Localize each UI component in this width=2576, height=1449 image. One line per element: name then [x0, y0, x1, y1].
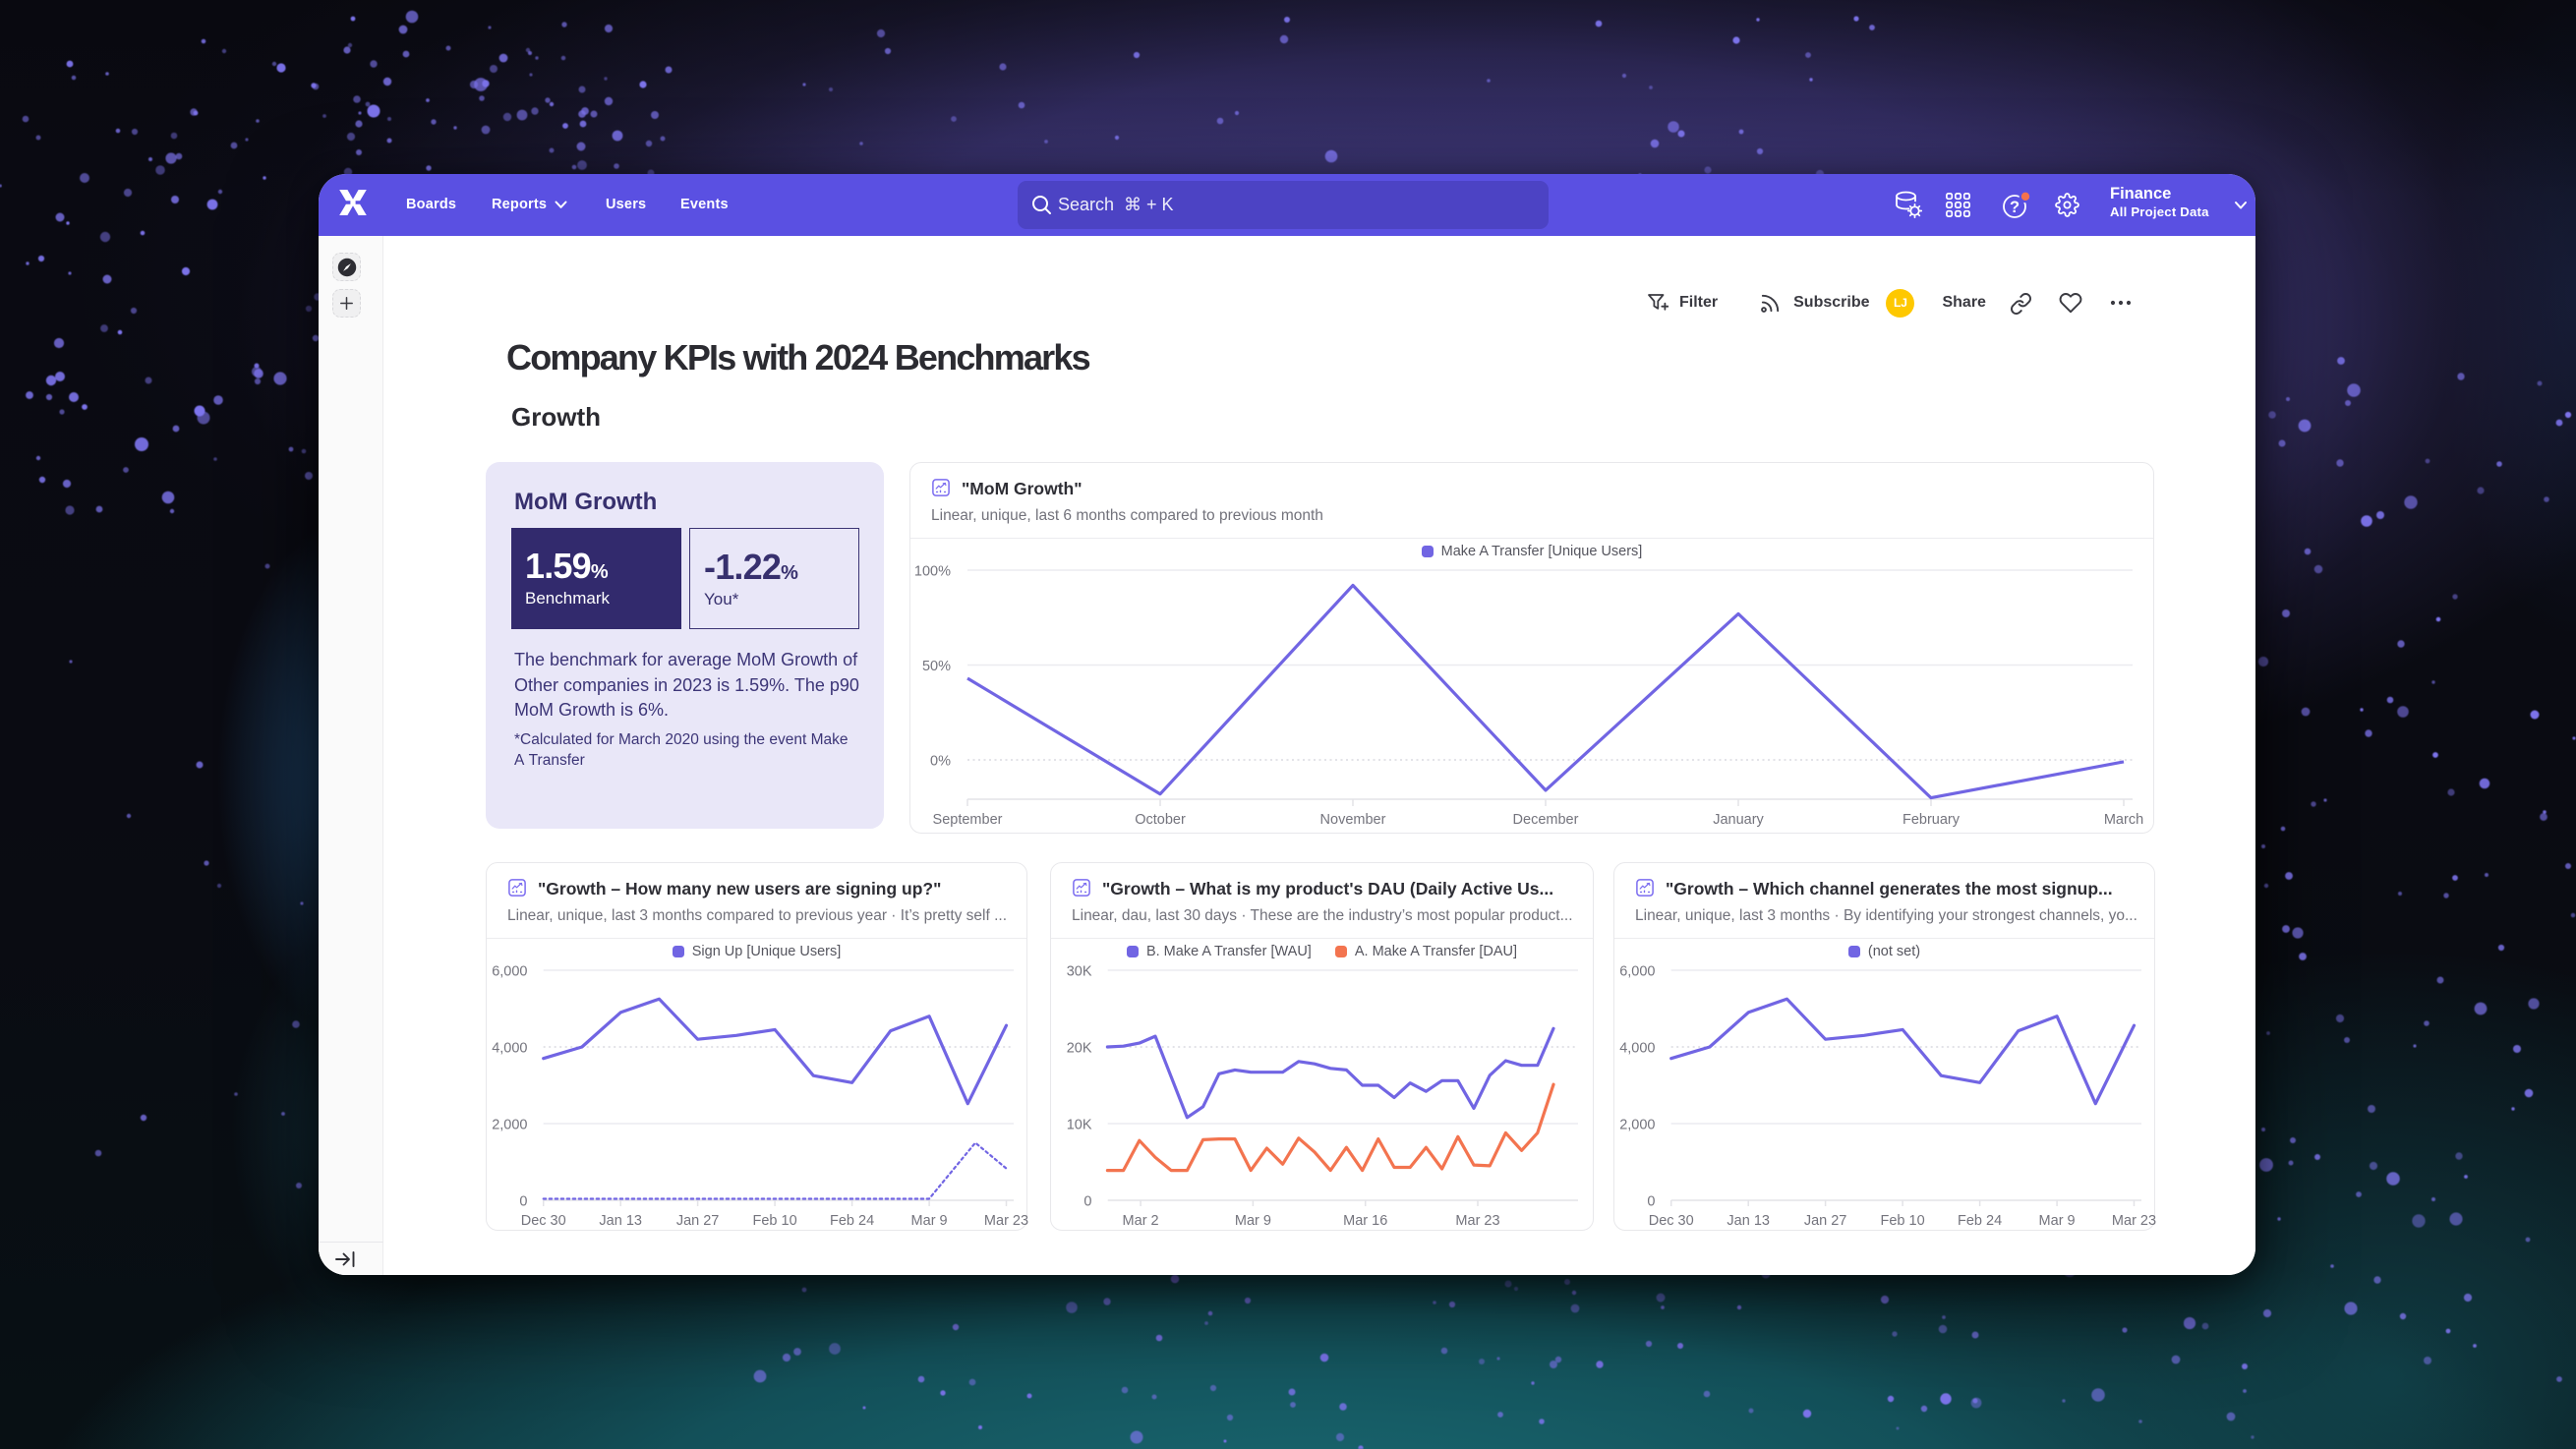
svg-text:2,000: 2,000	[492, 1118, 527, 1133]
svg-text:January: January	[1713, 812, 1764, 828]
svg-text:20K: 20K	[1067, 1041, 1092, 1057]
svg-text:Mar 9: Mar 9	[2039, 1213, 2076, 1229]
svg-text:February: February	[1903, 812, 1961, 828]
svg-text:2,000: 2,000	[1619, 1118, 1655, 1133]
svg-text:Feb 24: Feb 24	[1958, 1213, 2002, 1229]
svg-text:Mar 23: Mar 23	[1455, 1213, 1499, 1229]
svg-text:Mar 16: Mar 16	[1343, 1213, 1387, 1229]
svg-text:50%: 50%	[922, 659, 951, 674]
svg-text:Dec 30: Dec 30	[1649, 1213, 1694, 1229]
svg-text:0: 0	[519, 1194, 527, 1210]
svg-text:30K: 30K	[1067, 964, 1092, 980]
svg-text:December: December	[1513, 812, 1579, 828]
svg-text:6,000: 6,000	[492, 964, 527, 980]
svg-text:Mar 23: Mar 23	[2112, 1213, 2156, 1229]
svg-text:October: October	[1135, 812, 1186, 828]
svg-text:Jan 13: Jan 13	[599, 1213, 642, 1229]
svg-text:Jan 27: Jan 27	[676, 1213, 720, 1229]
svg-text:Mar 9: Mar 9	[911, 1213, 948, 1229]
svg-text:0: 0	[1647, 1194, 1655, 1210]
svg-text:Dec 30: Dec 30	[521, 1213, 566, 1229]
svg-text:6,000: 6,000	[1619, 964, 1655, 980]
svg-text:100%: 100%	[914, 564, 951, 580]
svg-text:Jan 13: Jan 13	[1727, 1213, 1770, 1229]
svg-text:November: November	[1320, 812, 1386, 828]
svg-text:0: 0	[1083, 1194, 1091, 1210]
svg-text:4,000: 4,000	[1619, 1041, 1655, 1057]
svg-text:Mar 23: Mar 23	[984, 1213, 1028, 1229]
svg-text:Mar 9: Mar 9	[1235, 1213, 1271, 1229]
svg-text:?: ?	[2010, 199, 2020, 216]
svg-text:4,000: 4,000	[492, 1041, 527, 1057]
svg-text:Feb 24: Feb 24	[830, 1213, 874, 1229]
svg-text:March: March	[2104, 812, 2143, 828]
svg-text:Jan 27: Jan 27	[1804, 1213, 1847, 1229]
svg-text:0%: 0%	[930, 754, 951, 770]
svg-text:Feb 10: Feb 10	[753, 1213, 797, 1229]
svg-text:10K: 10K	[1067, 1118, 1092, 1133]
svg-text:Mar 2: Mar 2	[1123, 1213, 1159, 1229]
svg-text:Feb 10: Feb 10	[1881, 1213, 1925, 1229]
svg-text:September: September	[933, 812, 1003, 828]
